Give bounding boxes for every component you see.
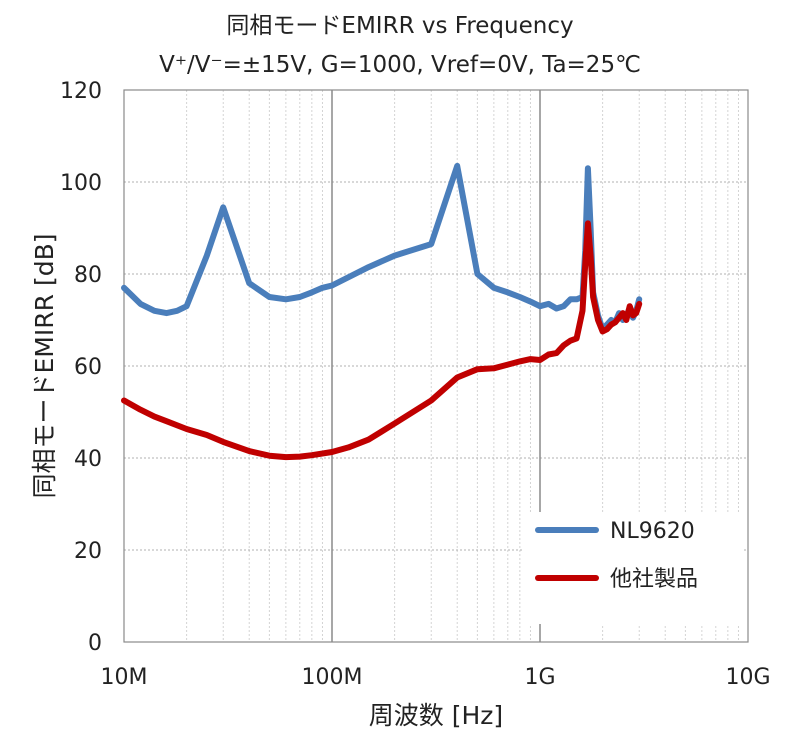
x-tick-labels: 10M 100M 1G 10G: [101, 665, 771, 690]
x-tick-label: 1G: [524, 665, 555, 690]
legend: NL9620 他社製品: [522, 512, 744, 624]
series-line-2: [121, 220, 643, 461]
legend-label-1: NL9620: [610, 519, 695, 544]
y-tick-label: 60: [74, 355, 102, 380]
x-axis-label: 周波数 [Hz]: [369, 701, 503, 730]
y-tick-label: 0: [88, 631, 102, 656]
chart-title: 同相モードEMIRR vs Frequency: [226, 13, 574, 39]
y-tick-label: 100: [60, 171, 102, 196]
series-layer: [121, 162, 643, 461]
y-tick-label: 20: [74, 539, 102, 564]
y-axis-label: 同相モードEMIRR [dB]: [30, 234, 59, 499]
y-tick-label: 40: [74, 447, 102, 472]
y-tick-label: 120: [60, 79, 102, 104]
legend-label-2: 他社製品: [610, 567, 698, 592]
chart-subtitle: V⁺/V⁻=±15V, G=1000, Vref=0V, Ta=25℃: [159, 52, 641, 78]
x-tick-label: 10G: [725, 665, 770, 690]
x-tick-label: 10M: [101, 665, 148, 690]
plot-frame: [123, 89, 749, 643]
y-tick-labels: 0 20 40 60 80 100 120: [60, 79, 102, 656]
y-tick-label: 80: [74, 263, 102, 288]
x-tick-label: 100M: [302, 665, 363, 690]
series-line-1: [121, 162, 643, 333]
